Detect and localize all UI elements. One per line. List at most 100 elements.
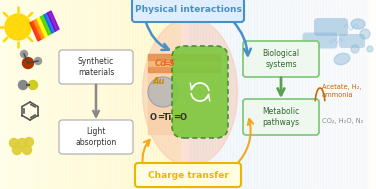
Bar <box>350 0 353 189</box>
Bar <box>132 0 135 189</box>
Bar <box>200 0 203 189</box>
Ellipse shape <box>143 18 238 166</box>
Bar <box>332 0 335 189</box>
Polygon shape <box>41 15 52 35</box>
Text: Acetate, H₂,
ammonia: Acetate, H₂, ammonia <box>322 84 361 98</box>
Bar <box>269 0 272 189</box>
Bar <box>36 0 39 189</box>
Bar <box>45 0 48 189</box>
Polygon shape <box>47 11 59 31</box>
Bar <box>281 0 284 189</box>
Bar <box>138 0 141 189</box>
Bar <box>221 0 224 189</box>
Bar <box>117 0 120 189</box>
FancyBboxPatch shape <box>243 41 319 77</box>
Bar <box>272 0 275 189</box>
Circle shape <box>9 139 18 147</box>
Bar <box>135 0 138 189</box>
Bar <box>236 0 239 189</box>
FancyBboxPatch shape <box>172 46 228 138</box>
Bar <box>72 0 75 189</box>
Bar <box>66 0 69 189</box>
FancyBboxPatch shape <box>243 99 319 135</box>
Bar <box>75 0 78 189</box>
Bar <box>96 0 99 189</box>
Bar <box>218 0 221 189</box>
Bar <box>296 0 299 189</box>
Text: Metabolic
pathways: Metabolic pathways <box>262 107 300 127</box>
Circle shape <box>360 29 370 39</box>
Bar <box>108 0 111 189</box>
Circle shape <box>23 146 32 154</box>
Bar <box>27 0 30 189</box>
Bar <box>123 0 126 189</box>
Bar <box>159 0 162 189</box>
Text: Synthetic
materials: Synthetic materials <box>78 57 114 77</box>
Bar <box>148 54 220 60</box>
Bar <box>302 0 305 189</box>
FancyBboxPatch shape <box>132 0 244 22</box>
Bar <box>188 0 191 189</box>
Text: Light
absorption: Light absorption <box>75 127 117 147</box>
Text: Cd: Cd <box>155 60 167 68</box>
Bar <box>209 0 212 189</box>
Bar <box>242 0 245 189</box>
Polygon shape <box>44 13 56 33</box>
Bar <box>48 0 51 189</box>
Bar <box>78 0 81 189</box>
Bar <box>12 0 15 189</box>
Bar <box>347 0 350 189</box>
Bar <box>197 0 200 189</box>
Bar <box>287 0 290 189</box>
Bar <box>3 0 6 189</box>
Bar <box>144 0 147 189</box>
Circle shape <box>24 138 33 146</box>
Bar <box>126 0 129 189</box>
Bar <box>42 0 45 189</box>
Bar <box>362 0 365 189</box>
Bar <box>284 0 287 189</box>
Bar <box>320 0 323 189</box>
Bar <box>162 0 165 189</box>
Bar <box>335 0 338 189</box>
Bar <box>317 0 320 189</box>
Bar <box>0 0 3 189</box>
Bar <box>165 0 168 189</box>
Bar <box>39 0 42 189</box>
Bar <box>114 0 117 189</box>
Bar <box>356 0 359 189</box>
Bar <box>239 0 242 189</box>
Bar <box>129 0 132 189</box>
Bar <box>81 0 84 189</box>
Bar <box>326 0 329 189</box>
Bar <box>251 0 254 189</box>
Bar <box>305 0 308 189</box>
Circle shape <box>148 77 178 107</box>
Circle shape <box>367 46 373 52</box>
Circle shape <box>18 81 27 90</box>
Bar <box>329 0 332 189</box>
Bar <box>227 0 230 189</box>
FancyBboxPatch shape <box>135 163 241 187</box>
Bar <box>290 0 293 189</box>
Text: Charge transfer: Charge transfer <box>147 170 229 180</box>
Bar <box>93 0 96 189</box>
Bar <box>194 0 197 189</box>
Bar <box>21 0 24 189</box>
FancyBboxPatch shape <box>314 18 348 36</box>
Bar <box>105 0 108 189</box>
Bar <box>6 0 9 189</box>
Bar <box>87 0 90 189</box>
Bar <box>148 60 220 66</box>
Circle shape <box>5 14 31 40</box>
Bar <box>69 0 72 189</box>
Bar <box>120 0 123 189</box>
Bar <box>275 0 278 189</box>
Bar <box>15 0 18 189</box>
Text: Physical interactions: Physical interactions <box>135 5 241 15</box>
Bar <box>359 0 362 189</box>
Ellipse shape <box>334 53 350 65</box>
Bar <box>171 0 174 189</box>
Bar <box>365 0 368 189</box>
Bar <box>30 0 33 189</box>
